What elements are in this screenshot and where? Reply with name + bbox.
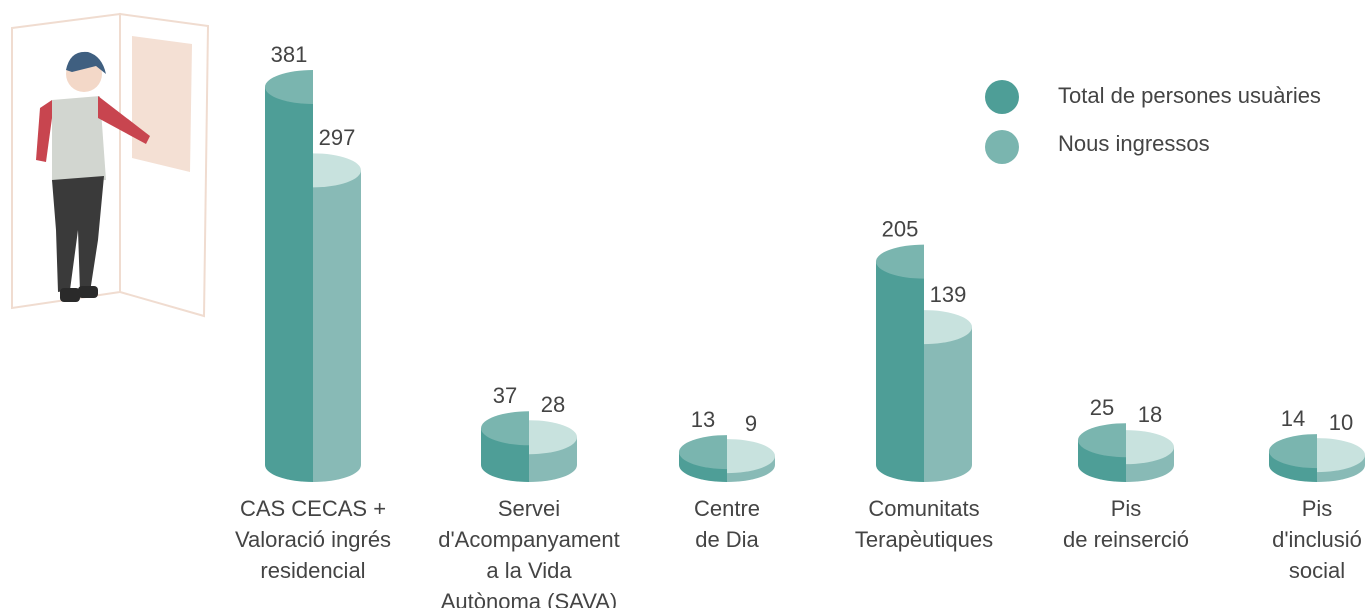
- bar-top: [727, 439, 775, 474]
- bar: [265, 70, 313, 482]
- bar: [481, 411, 529, 482]
- value-label: 37: [493, 383, 517, 408]
- x-tick-label: Servei: [498, 496, 560, 521]
- bar-top: [1126, 430, 1174, 465]
- x-tick-label: Valoració ingrés: [235, 527, 391, 552]
- bar: [1317, 438, 1365, 482]
- x-tick-label: Pis: [1302, 496, 1333, 521]
- value-label: 13: [691, 407, 715, 432]
- bar: [1126, 430, 1174, 482]
- value-label: 381: [271, 42, 308, 67]
- value-label: 28: [541, 392, 565, 417]
- value-label: 139: [930, 282, 967, 307]
- bar-top: [1269, 434, 1317, 469]
- bar-top: [679, 435, 727, 470]
- x-tick-label: Autònoma (SAVA): [441, 589, 617, 608]
- bar-body: [924, 327, 972, 482]
- x-tick-label: d'Acompanyament: [438, 527, 620, 552]
- bar: [679, 435, 727, 482]
- x-tick-label: de reinserció: [1063, 527, 1189, 552]
- bar: [727, 439, 775, 482]
- x-tick-label: CAS CECAS +: [240, 496, 386, 521]
- bar-top: [265, 70, 313, 104]
- x-tick-label: residencial: [260, 558, 365, 583]
- legend-label: Total de persones usuàries: [1058, 83, 1321, 108]
- bar: [924, 310, 972, 482]
- value-label: 9: [745, 411, 757, 436]
- value-label: 14: [1281, 406, 1305, 431]
- x-tick-label: a la Vida: [486, 558, 572, 583]
- bar-top: [1078, 423, 1126, 458]
- x-tick-label: social: [1289, 558, 1345, 583]
- value-label: 205: [882, 216, 919, 241]
- value-label: 18: [1138, 402, 1162, 427]
- legend-label: Nous ingressos: [1058, 131, 1210, 156]
- bar-top: [529, 420, 577, 455]
- x-tick-label: Centre: [694, 496, 760, 521]
- bar: [1269, 434, 1317, 482]
- x-tick-label: Terapèutiques: [855, 527, 993, 552]
- legend-marker: [985, 130, 1019, 164]
- bar: [529, 420, 577, 482]
- x-tick-label: Comunitats: [868, 496, 979, 521]
- value-label: 297: [319, 125, 356, 150]
- value-label: 10: [1329, 410, 1353, 435]
- legend-marker: [985, 80, 1019, 114]
- bar: [876, 244, 924, 482]
- bar: [1078, 423, 1126, 482]
- value-label: 25: [1090, 395, 1114, 420]
- bar-top: [924, 310, 972, 345]
- x-tick-label: Pis: [1111, 496, 1142, 521]
- illustration: [11, 12, 210, 318]
- bar-top: [1317, 438, 1365, 473]
- bar-top: [313, 153, 361, 188]
- bar-body: [265, 87, 313, 482]
- bar: [313, 153, 361, 483]
- bar-top: [481, 411, 529, 446]
- x-tick-label: d'inclusió: [1272, 527, 1362, 552]
- bar-body: [313, 170, 361, 483]
- bar-body: [876, 261, 924, 482]
- bar-top: [876, 244, 924, 279]
- x-tick-label: de Dia: [695, 527, 759, 552]
